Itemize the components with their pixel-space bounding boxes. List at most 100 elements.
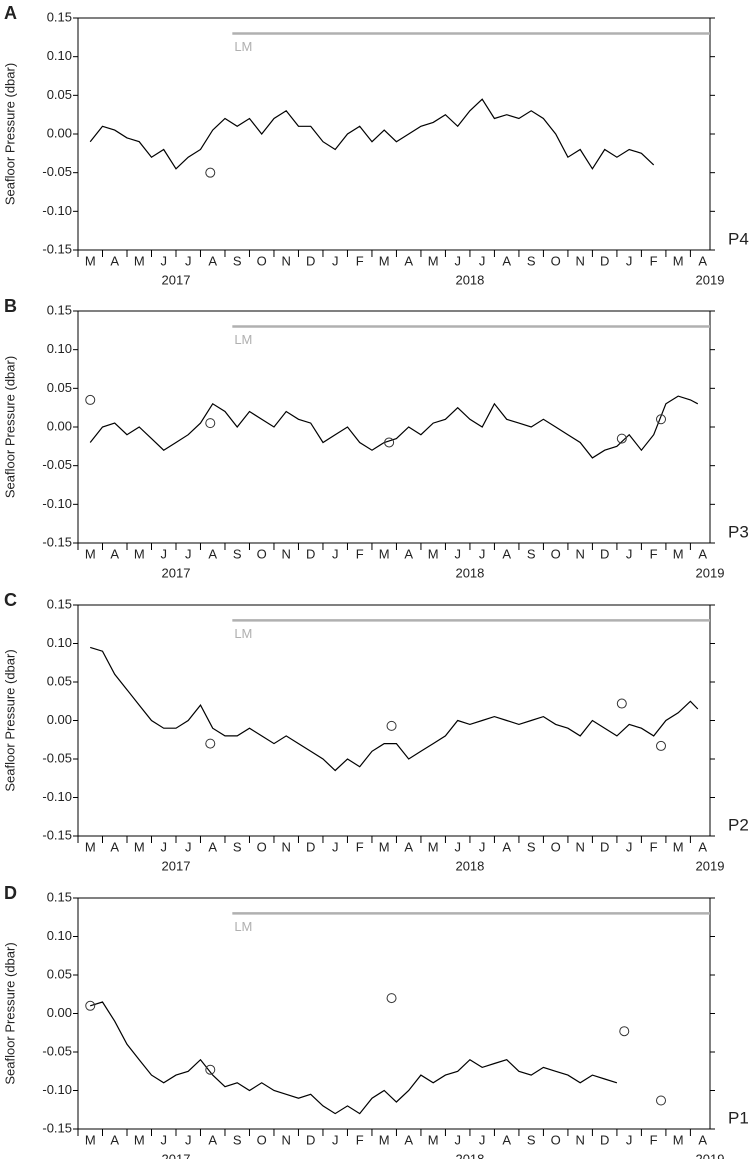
x-tick-label: N <box>282 839 291 854</box>
y-tick-label: 0.05 <box>47 87 72 102</box>
x-tick-label: M <box>428 839 439 854</box>
x-tick-label: M <box>673 839 684 854</box>
y-tick-label: 0.10 <box>47 635 72 650</box>
y-tick-label: -0.15 <box>42 827 72 842</box>
x-tick-label: A <box>110 839 119 854</box>
station-label: P3 <box>728 522 749 541</box>
y-tick-label: -0.15 <box>42 1120 72 1135</box>
x-tick-label: N <box>575 839 584 854</box>
campaign-point <box>205 418 216 429</box>
y-tick-label: -0.15 <box>42 534 72 549</box>
x-tick-label: S <box>527 1132 536 1147</box>
panel-letter: D <box>4 883 17 903</box>
x-tick-label: D <box>600 1132 609 1147</box>
x-tick-label: S <box>233 253 242 268</box>
campaign-point <box>656 740 667 751</box>
x-tick-label: S <box>233 546 242 561</box>
y-tick-label: 0.00 <box>47 418 72 433</box>
x-tick-label: A <box>502 839 511 854</box>
x-tick-label: A <box>110 1132 119 1147</box>
x-tick-label: S <box>527 253 536 268</box>
x-tick-label: A <box>698 253 707 268</box>
x-tick-label: M <box>673 546 684 561</box>
campaign-point <box>85 1000 96 1011</box>
plot-frame <box>77 604 711 837</box>
lm-label: LM <box>234 332 252 347</box>
x-tick-label: J <box>160 253 167 268</box>
year-label: 2017 <box>162 272 191 287</box>
year-label: 2019 <box>696 272 725 287</box>
campaign-point <box>619 1026 630 1037</box>
panel-letter: C <box>4 590 17 610</box>
x-tick-label: S <box>527 839 536 854</box>
y-tick-label: 0.05 <box>47 966 72 981</box>
x-tick-label: M <box>379 546 390 561</box>
lm-label: LM <box>234 919 252 934</box>
campaign-point <box>386 720 397 731</box>
campaign-point <box>656 414 667 425</box>
year-label: 2017 <box>162 1151 191 1159</box>
x-tick-label: J <box>626 253 633 268</box>
x-tick-label: M <box>85 253 96 268</box>
year-label: 2018 <box>455 1151 484 1159</box>
x-tick-label: J <box>626 1132 633 1147</box>
x-tick-label: A <box>208 1132 217 1147</box>
x-tick-label: D <box>306 1132 315 1147</box>
x-tick-label: J <box>479 546 486 561</box>
panel: A P4 Seafloor Pressure (dbar) -0.15 -0.10 -0.… <box>2 3 748 288</box>
campaign-point <box>85 394 96 405</box>
x-tick-label: A <box>502 1132 511 1147</box>
x-tick-label: A <box>698 839 707 854</box>
y-tick-label: -0.15 <box>42 241 72 256</box>
x-tick-label: A <box>208 546 217 561</box>
x-tick-label: A <box>110 546 119 561</box>
x-tick-label: J <box>479 1132 486 1147</box>
x-tick-label: O <box>551 253 561 268</box>
year-label: 2017 <box>162 858 191 873</box>
campaign-point <box>616 698 627 709</box>
y-axis-label: Seafloor Pressure (dbar) <box>2 63 17 205</box>
lm-label: LM <box>234 39 252 54</box>
pressure-line <box>90 646 699 772</box>
y-tick-label: 0.15 <box>47 302 72 317</box>
x-tick-label: J <box>626 546 633 561</box>
y-tick-label: -0.10 <box>42 203 72 218</box>
x-tick-label: O <box>257 839 267 854</box>
y-axis-label: Seafloor Pressure (dbar) <box>2 649 17 791</box>
x-tick-label: J <box>479 839 486 854</box>
x-tick-label: D <box>600 253 609 268</box>
lm-label: LM <box>234 626 252 641</box>
x-tick-label: D <box>600 839 609 854</box>
y-tick-label: 0.10 <box>47 341 72 356</box>
x-tick-label: J <box>454 253 461 268</box>
x-tick-label: A <box>404 253 413 268</box>
y-tick-label: -0.05 <box>42 164 72 179</box>
station-label: P2 <box>728 815 749 834</box>
x-tick-label: A <box>404 546 413 561</box>
x-tick-label: A <box>110 253 119 268</box>
pressure-line <box>89 395 699 459</box>
campaign-point <box>205 738 216 749</box>
x-tick-label: D <box>306 253 315 268</box>
x-tick-label: J <box>626 839 633 854</box>
year-label: 2019 <box>696 1151 725 1159</box>
year-label: 2017 <box>162 565 191 580</box>
x-tick-label: A <box>698 1132 707 1147</box>
year-label: 2018 <box>455 858 484 873</box>
y-tick-label: 0.10 <box>47 48 72 63</box>
x-tick-label: J <box>332 1132 339 1147</box>
x-tick-label: D <box>306 546 315 561</box>
x-tick-label: J <box>332 546 339 561</box>
x-tick-label: M <box>428 253 439 268</box>
plot-frame <box>77 310 711 544</box>
x-tick-label: M <box>379 839 390 854</box>
y-axis-label: Seafloor Pressure (dbar) <box>2 356 17 498</box>
y-tick-label: 0.00 <box>47 125 72 140</box>
y-tick-label: -0.10 <box>42 496 72 511</box>
panel: C P2 Seafloor Pressure (dbar) -0.15 -0.10 -0.… <box>2 590 748 874</box>
y-tick-label: 0.15 <box>47 596 72 611</box>
campaign-point <box>205 1064 216 1075</box>
year-label: 2018 <box>455 565 484 580</box>
x-tick-label: F <box>650 253 658 268</box>
